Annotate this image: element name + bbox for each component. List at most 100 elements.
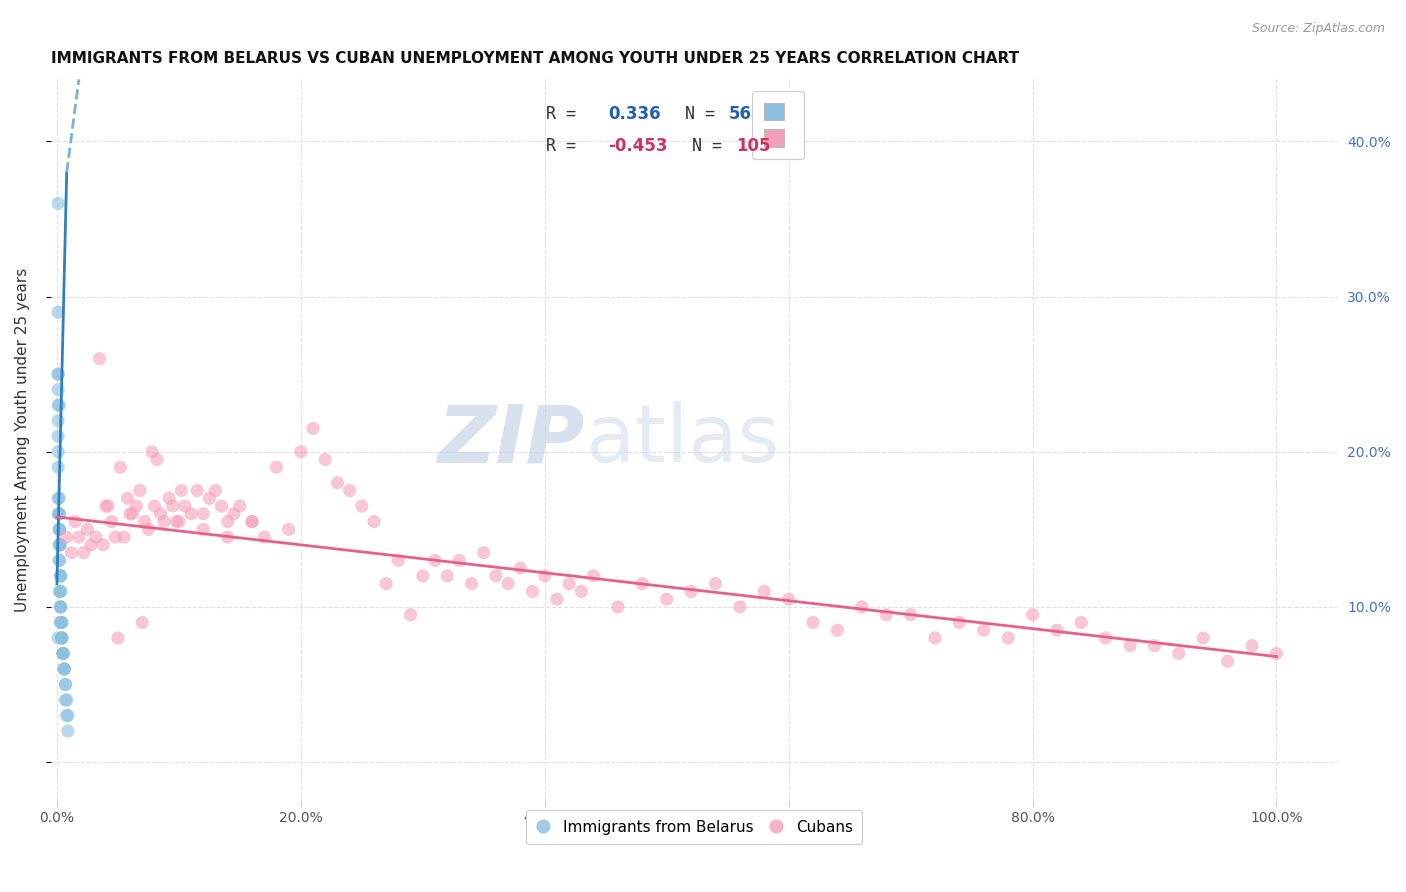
Point bbox=[412, 569, 434, 583]
Point bbox=[46, 383, 69, 397]
Point bbox=[606, 599, 628, 614]
Point bbox=[80, 538, 103, 552]
Point bbox=[49, 599, 72, 614]
Point bbox=[704, 576, 727, 591]
Point bbox=[76, 522, 98, 536]
Point bbox=[121, 507, 143, 521]
Point bbox=[754, 584, 776, 599]
Point bbox=[240, 515, 263, 529]
Point bbox=[496, 576, 519, 591]
Point bbox=[290, 444, 312, 458]
Point bbox=[53, 662, 76, 676]
Point bbox=[52, 647, 75, 661]
Text: R =: R = bbox=[546, 137, 586, 155]
Point bbox=[52, 647, 75, 661]
Point bbox=[728, 599, 751, 614]
Point bbox=[522, 584, 544, 599]
Point bbox=[827, 623, 849, 637]
Text: 105: 105 bbox=[737, 137, 770, 155]
Point bbox=[46, 491, 69, 506]
Point bbox=[131, 615, 153, 630]
Point bbox=[49, 599, 72, 614]
Point bbox=[387, 553, 409, 567]
Point bbox=[375, 576, 398, 591]
Point bbox=[46, 507, 69, 521]
Point bbox=[302, 421, 325, 435]
Point bbox=[924, 631, 946, 645]
Point bbox=[97, 499, 120, 513]
Point bbox=[55, 677, 77, 691]
Point bbox=[46, 196, 69, 211]
Point bbox=[460, 576, 482, 591]
Point bbox=[211, 499, 233, 513]
Point bbox=[165, 515, 187, 529]
Point bbox=[101, 515, 124, 529]
Point bbox=[73, 546, 96, 560]
Text: Source: ZipAtlas.com: Source: ZipAtlas.com bbox=[1251, 22, 1385, 36]
Point bbox=[655, 592, 678, 607]
Text: -0.453: -0.453 bbox=[607, 137, 668, 155]
Point bbox=[48, 522, 70, 536]
Point bbox=[55, 693, 77, 707]
Point bbox=[186, 483, 208, 498]
Text: IMMIGRANTS FROM BELARUS VS CUBAN UNEMPLOYMENT AMONG YOUTH UNDER 25 YEARS CORRELA: IMMIGRANTS FROM BELARUS VS CUBAN UNEMPLO… bbox=[51, 51, 1019, 66]
Point bbox=[110, 460, 132, 475]
Point bbox=[1143, 639, 1166, 653]
Legend: Immigrants from Belarus, Cubans: Immigrants from Belarus, Cubans bbox=[526, 811, 862, 844]
Point bbox=[180, 507, 202, 521]
Point bbox=[49, 615, 72, 630]
Point bbox=[277, 522, 299, 536]
Point bbox=[193, 522, 215, 536]
Point bbox=[117, 491, 139, 506]
Point bbox=[128, 483, 150, 498]
Point bbox=[558, 576, 581, 591]
Point bbox=[569, 584, 592, 599]
Point bbox=[240, 515, 263, 529]
Point bbox=[533, 569, 555, 583]
Point bbox=[449, 553, 471, 567]
Point bbox=[55, 677, 77, 691]
Point bbox=[138, 522, 160, 536]
Point bbox=[631, 576, 654, 591]
Point bbox=[1021, 607, 1043, 622]
Point bbox=[49, 569, 72, 583]
Point bbox=[107, 631, 129, 645]
Point bbox=[217, 515, 239, 529]
Point bbox=[53, 662, 76, 676]
Point bbox=[52, 647, 75, 661]
Point bbox=[948, 615, 970, 630]
Text: N =: N = bbox=[665, 104, 724, 122]
Point bbox=[48, 507, 70, 521]
Point bbox=[48, 553, 70, 567]
Point bbox=[48, 553, 70, 567]
Point bbox=[49, 569, 72, 583]
Text: ZIP: ZIP bbox=[437, 401, 585, 479]
Point bbox=[157, 491, 180, 506]
Point bbox=[51, 631, 73, 645]
Point bbox=[120, 507, 142, 521]
Point bbox=[49, 584, 72, 599]
Point bbox=[112, 530, 135, 544]
Point bbox=[681, 584, 703, 599]
Point bbox=[56, 708, 79, 723]
Point bbox=[49, 615, 72, 630]
Point bbox=[46, 429, 69, 443]
Point bbox=[49, 569, 72, 583]
Point bbox=[67, 530, 90, 544]
Point bbox=[48, 522, 70, 536]
Point bbox=[582, 569, 605, 583]
Point bbox=[51, 615, 73, 630]
Point bbox=[46, 305, 69, 319]
Point bbox=[973, 623, 995, 637]
Point bbox=[229, 499, 252, 513]
Point bbox=[1192, 631, 1215, 645]
Point bbox=[1240, 639, 1263, 653]
Point bbox=[222, 507, 245, 521]
Point bbox=[350, 499, 373, 513]
Point bbox=[134, 515, 156, 529]
Point bbox=[174, 499, 197, 513]
Point bbox=[51, 631, 73, 645]
Point bbox=[48, 522, 70, 536]
Point bbox=[51, 631, 73, 645]
Point bbox=[363, 515, 385, 529]
